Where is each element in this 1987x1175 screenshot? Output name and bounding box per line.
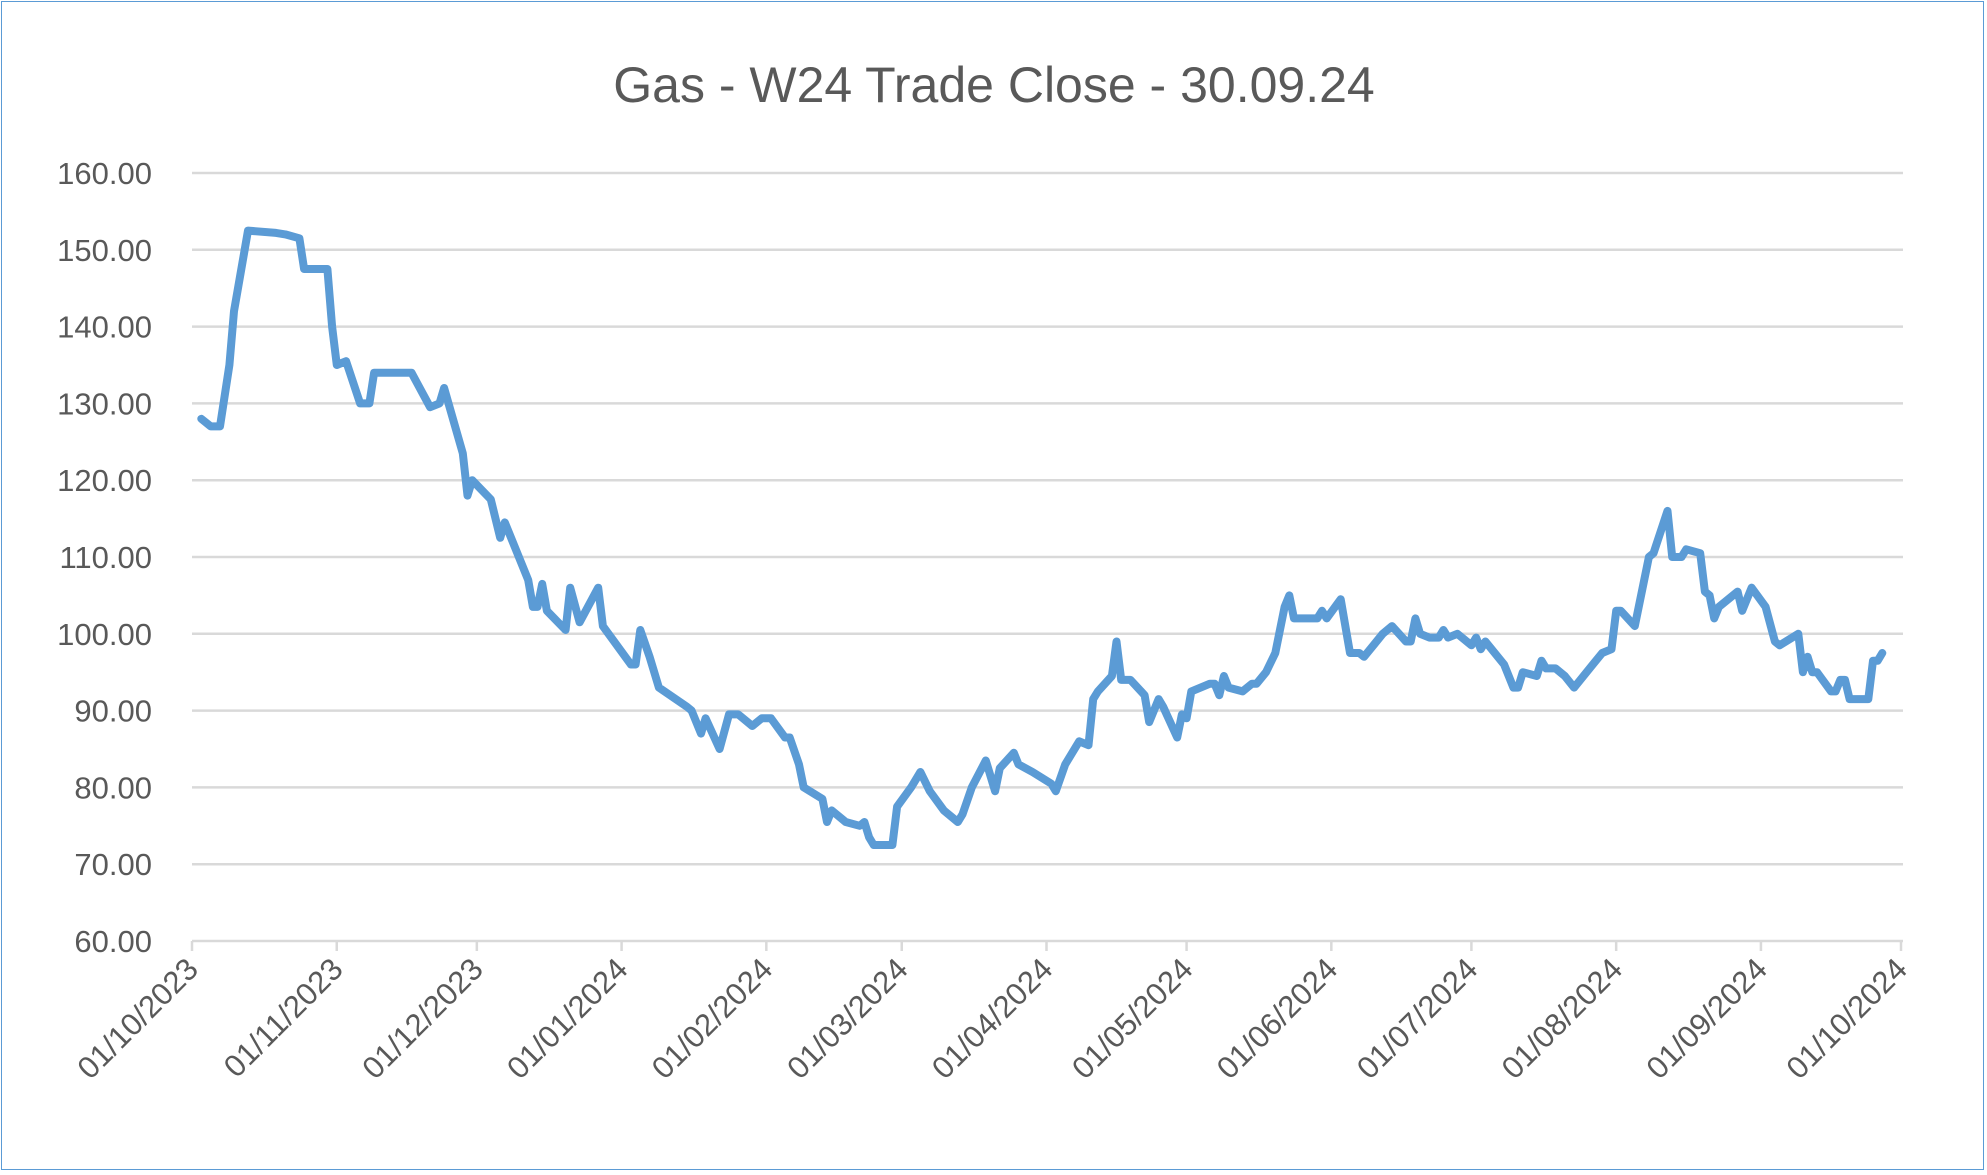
x-tick-label: 01/11/2023 bbox=[217, 951, 350, 1084]
y-tick-label: 90.00 bbox=[74, 694, 152, 729]
x-tick-label: 01/05/2024 bbox=[1065, 951, 1199, 1085]
y-tick-label: 160.00 bbox=[57, 156, 152, 191]
x-tick-label: 01/01/2024 bbox=[500, 951, 634, 1085]
y-tick-label: 120.00 bbox=[57, 463, 152, 498]
x-tick-label: 01/10/2023 bbox=[70, 951, 204, 1085]
x-tick-label: 01/07/2024 bbox=[1350, 951, 1484, 1085]
gridlines bbox=[192, 173, 1903, 864]
y-axis-tick-labels: 60.00 70.00 80.00 90.00 100.00 110.00 120.00 13… bbox=[57, 156, 152, 959]
series-line bbox=[201, 231, 1882, 845]
y-tick-label: 70.00 bbox=[74, 847, 152, 882]
x-tick-label: 01/08/2024 bbox=[1495, 951, 1629, 1085]
y-tick-label: 130.00 bbox=[57, 386, 152, 421]
chart-title: Gas - W24 Trade Close - 30.09.24 bbox=[613, 57, 1374, 113]
x-tick-label: 01/02/2024 bbox=[645, 951, 779, 1085]
x-tick-label: 01/09/2024 bbox=[1639, 951, 1773, 1085]
y-tick-label: 110.00 bbox=[59, 540, 152, 575]
y-tick-label: 150.00 bbox=[57, 233, 152, 268]
y-tick-label: 100.00 bbox=[57, 617, 152, 652]
x-tick-label: 01/04/2024 bbox=[925, 951, 1059, 1085]
x-tick-label: 01/06/2024 bbox=[1210, 951, 1344, 1085]
x-tick-label: 01/12/2023 bbox=[355, 951, 489, 1085]
series-line-group bbox=[201, 231, 1882, 846]
x-tick-label: 01/10/2024 bbox=[1779, 951, 1913, 1085]
y-tick-label: 140.00 bbox=[57, 310, 152, 345]
y-tick-label: 60.00 bbox=[74, 924, 152, 959]
x-tick-label: 01/03/2024 bbox=[780, 951, 914, 1085]
y-tick-label: 80.00 bbox=[74, 770, 152, 805]
